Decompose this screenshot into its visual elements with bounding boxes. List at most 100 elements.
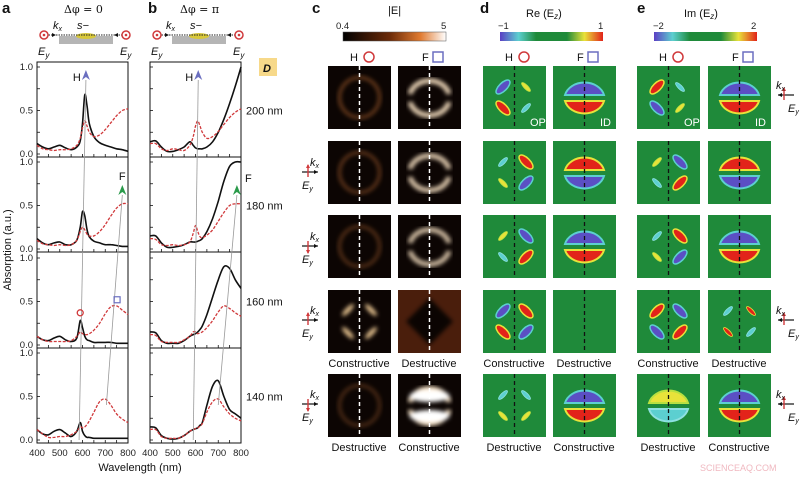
field-lobe bbox=[518, 228, 534, 244]
interference-label: Destructive bbox=[711, 358, 766, 370]
series-dashed-line bbox=[36, 108, 129, 152]
e-magnitude-map-f bbox=[398, 290, 461, 353]
re-ez-map-h: OP bbox=[483, 66, 546, 129]
series-solid-line bbox=[36, 421, 128, 440]
y-tick-label: 0.0 bbox=[20, 244, 33, 255]
mode-guide-line bbox=[192, 79, 199, 441]
field-lobe bbox=[498, 390, 508, 400]
x-tick-label: 500 bbox=[52, 448, 68, 459]
map-h-label: H bbox=[505, 52, 513, 64]
panel-c-colorbar-label: |E| bbox=[388, 5, 401, 17]
im-ez-map-h bbox=[637, 290, 700, 353]
panel-e-colorbar-label: Im (Ez) bbox=[684, 8, 718, 21]
panel-c-letter: c bbox=[312, 0, 320, 17]
x-tick-label: 400 bbox=[29, 448, 45, 459]
plot-b-180nm: 180 nm bbox=[149, 156, 283, 253]
plot-a-140nm: 0.0 0.5 1.0 bbox=[20, 347, 129, 446]
field-lobe bbox=[563, 100, 606, 115]
x-tick-label: 700 bbox=[210, 448, 226, 459]
y-tick-label: 0.0 bbox=[20, 340, 33, 351]
y-tick-label: 0.5 bbox=[20, 297, 33, 308]
field-lobe bbox=[518, 324, 534, 340]
f-mode-square-icon bbox=[432, 51, 444, 63]
field-lobe bbox=[723, 327, 733, 337]
series-solid-line bbox=[149, 265, 242, 345]
h-mode-circle-icon bbox=[363, 51, 375, 63]
series-solid-line bbox=[36, 319, 128, 345]
kx-label: kx bbox=[310, 389, 320, 402]
field-lobe bbox=[652, 252, 662, 262]
colorbar-e-magnitude bbox=[342, 31, 447, 42]
colorbar-im-ez bbox=[654, 32, 757, 41]
field-lobe bbox=[675, 82, 685, 92]
field-lobe bbox=[498, 411, 508, 421]
e-magnitude-map-f bbox=[398, 374, 461, 437]
panel-a-title: Δφ = 0 bbox=[64, 3, 103, 16]
watermark: SCIENCEAQ.COM bbox=[700, 463, 777, 473]
field-lobe bbox=[521, 82, 531, 92]
particle-icon bbox=[189, 33, 209, 39]
kx-label: kx bbox=[53, 20, 63, 33]
field-lobe bbox=[675, 103, 685, 113]
field-lobe bbox=[718, 175, 761, 190]
kx-label: kx bbox=[310, 231, 320, 244]
panel-d-colorbar-label: Re (Ez) bbox=[526, 8, 562, 21]
field-lobe bbox=[521, 411, 531, 421]
schematic-b: kx s− Ey Ey bbox=[151, 20, 245, 60]
series-dashed-line bbox=[149, 398, 242, 440]
ey-label: Ey bbox=[151, 46, 163, 60]
e-magnitude-map-h bbox=[328, 290, 391, 353]
e-magnitude-map-h bbox=[328, 141, 391, 204]
im-ez-map-f bbox=[708, 374, 771, 437]
map-h-label: H bbox=[350, 52, 358, 64]
polarization-icon: kx Ey bbox=[302, 231, 320, 267]
panel-d-letter: d bbox=[480, 0, 489, 17]
h-mode-circle-icon bbox=[672, 51, 684, 63]
map-f-label: F bbox=[577, 52, 584, 64]
im-ez-map-f bbox=[708, 290, 771, 353]
ey-label: Ey bbox=[302, 254, 313, 267]
field-lobe bbox=[649, 100, 665, 116]
h-mode-arrow-icon bbox=[81, 70, 90, 80]
field-lobe bbox=[498, 252, 508, 262]
y-tick-label: 0.5 bbox=[20, 392, 33, 403]
ey-label: Ey bbox=[302, 412, 313, 425]
kx-label: kx bbox=[776, 80, 786, 93]
field-lobe bbox=[649, 79, 665, 95]
plot-b-160nm: 160 nm bbox=[149, 251, 283, 349]
ey-label: Ey bbox=[233, 46, 245, 60]
panel-e-cmax: 2 bbox=[751, 21, 756, 32]
map-h-label: H bbox=[659, 52, 667, 64]
polarization-icon: kx Ey bbox=[302, 389, 320, 425]
field-lobe bbox=[518, 154, 534, 170]
colorbar-re-ez bbox=[500, 32, 603, 41]
ey-label: Ey bbox=[120, 46, 132, 60]
f-mode-label: F bbox=[245, 173, 252, 185]
panel-e-cmin: −2 bbox=[653, 21, 664, 32]
thickness-label: 200 nm bbox=[246, 106, 283, 118]
ey-label: Ey bbox=[788, 103, 799, 116]
schematic-a: kx s− Ey Ey bbox=[38, 20, 132, 60]
x-axis-label: Wavelength (nm) bbox=[98, 462, 181, 474]
h-mode-circle-icon bbox=[518, 51, 530, 63]
plot-frame bbox=[36, 156, 129, 253]
series-dashed-line bbox=[149, 108, 242, 152]
panel-c-cmax: 5 bbox=[441, 21, 446, 32]
re-ez-map-f: ID bbox=[553, 66, 616, 129]
field-lobe bbox=[649, 303, 665, 319]
spin-label: s− bbox=[77, 20, 90, 32]
im-ez-map-f bbox=[708, 141, 771, 204]
particle-icon bbox=[76, 33, 96, 39]
diameter-label: D bbox=[263, 63, 271, 75]
kx-label: kx bbox=[776, 389, 786, 402]
field-lobe bbox=[652, 157, 662, 167]
mode-guide-line bbox=[78, 79, 87, 441]
field-lobe bbox=[652, 178, 662, 188]
kx-label: kx bbox=[310, 305, 320, 318]
field-lobe bbox=[672, 228, 688, 244]
panel-b-title: Δφ = π bbox=[180, 3, 219, 16]
e-magnitude-map-f bbox=[398, 141, 461, 204]
